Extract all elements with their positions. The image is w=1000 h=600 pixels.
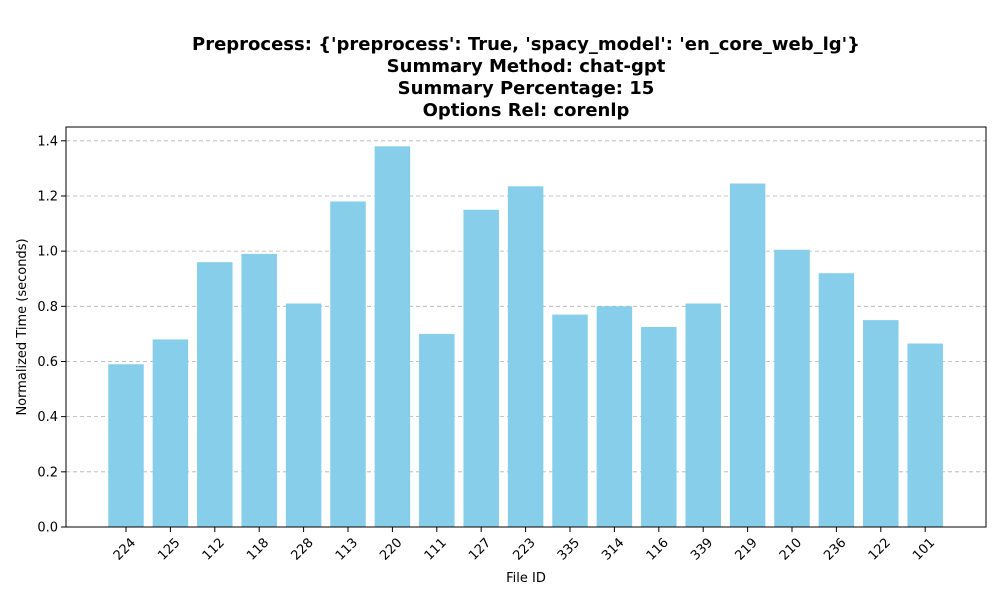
x-tick-label-112: 112 xyxy=(200,535,228,563)
bar-113 xyxy=(330,201,366,527)
bar-220 xyxy=(374,146,411,527)
x-tick-label-236: 236 xyxy=(821,535,849,563)
title-line-3: Summary Percentage: 15 xyxy=(397,78,655,99)
x-tick-label-111: 111 xyxy=(422,535,450,563)
y-tick-label: 0.4 xyxy=(37,410,58,425)
y-tick-label: 0.8 xyxy=(37,300,58,315)
bars xyxy=(108,146,943,528)
x-tick-label-122: 122 xyxy=(866,535,894,563)
bar-236 xyxy=(818,273,855,527)
bar-210 xyxy=(774,249,810,528)
x-tick-label-228: 228 xyxy=(288,535,316,563)
y-axis-ticks: 0.0 0.2 0.4 0.6 0.8 1.0 1.2 1.4 xyxy=(37,134,66,536)
chart-title: Preprocess: {'preprocess': True, 'spacy_… xyxy=(66,34,986,122)
y-tick-label: 0.0 xyxy=(37,521,58,536)
title-line-4: Options Rel: corenlp xyxy=(422,100,630,121)
bar-219 xyxy=(729,183,766,527)
x-tick-label-223: 223 xyxy=(510,535,538,563)
x-axis-ticks: 224 125 112 118 228 113 220 111 127 223 335 314 116 3… xyxy=(111,527,938,564)
bar-314 xyxy=(596,306,633,527)
x-tick-label-116: 116 xyxy=(644,535,672,563)
title-line-2: Summary Method: chat-gpt xyxy=(386,56,666,77)
x-tick-label-210: 210 xyxy=(777,535,805,563)
x-tick-label-127: 127 xyxy=(466,535,494,563)
bar-224 xyxy=(108,364,144,527)
y-tick-label: 0.6 xyxy=(37,355,58,370)
y-tick-label: 1.0 xyxy=(37,245,58,260)
bar-111 xyxy=(419,333,455,527)
x-tick-label-219: 219 xyxy=(732,535,760,563)
x-tick-label-224: 224 xyxy=(111,535,139,563)
y-tick-label: 0.2 xyxy=(37,465,58,480)
y-tick-label: 1.4 xyxy=(37,134,58,149)
x-tick-label-101: 101 xyxy=(910,535,938,563)
bar-335 xyxy=(552,314,588,527)
y-tick-label: 1.2 xyxy=(37,189,58,204)
bar-223 xyxy=(507,186,544,527)
x-axis-label: File ID xyxy=(506,571,546,586)
bar-118 xyxy=(241,253,277,527)
bar-116 xyxy=(641,327,677,527)
title-line-1: Preprocess: {'preprocess': True, 'spacy_… xyxy=(192,34,860,55)
x-tick-label-113: 113 xyxy=(333,535,361,563)
x-tick-label-335: 335 xyxy=(555,535,583,563)
bar-339 xyxy=(685,303,721,527)
bar-125 xyxy=(152,339,189,527)
bar-122 xyxy=(863,320,899,527)
x-tick-label-314: 314 xyxy=(599,535,627,563)
bar-127 xyxy=(463,209,499,528)
bar-228 xyxy=(285,303,322,527)
bar-112 xyxy=(197,262,233,527)
x-tick-label-220: 220 xyxy=(377,535,405,563)
x-tick-label-125: 125 xyxy=(155,535,183,563)
x-tick-label-339: 339 xyxy=(688,535,716,563)
x-tick-label-118: 118 xyxy=(244,535,272,563)
y-axis-label: Normalized Time (seconds) xyxy=(15,238,30,415)
bar-101 xyxy=(907,343,943,527)
